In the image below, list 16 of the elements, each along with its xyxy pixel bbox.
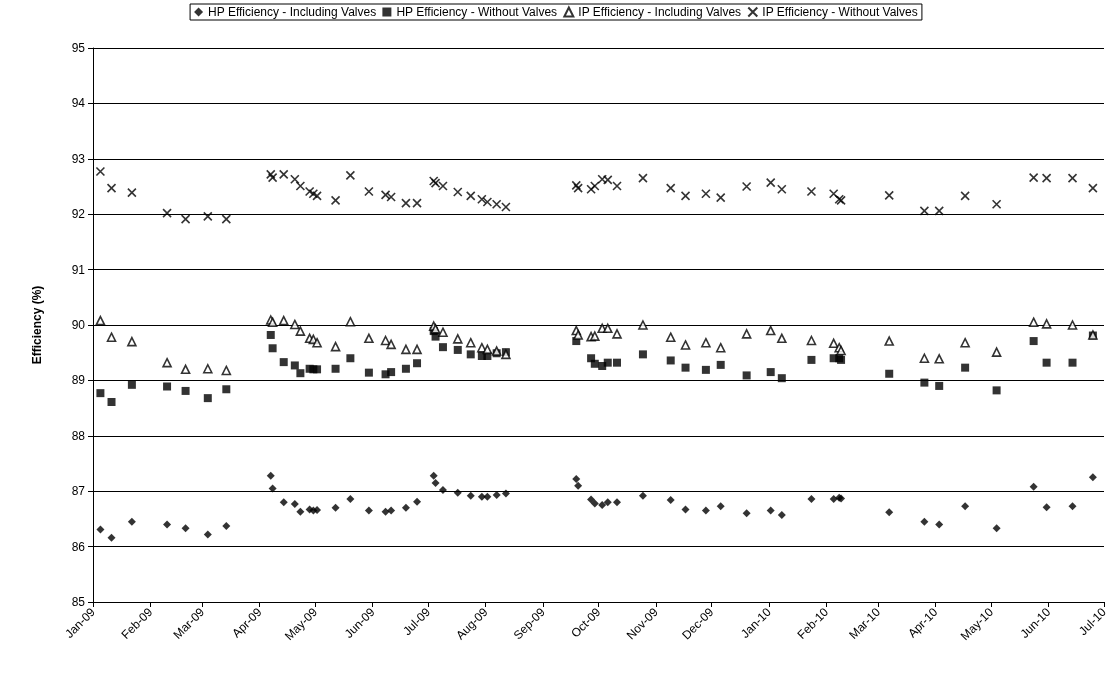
legend-label: HP Efficiency - Including Valves [208,5,377,19]
legend-label: HP Efficiency - Without Valves [396,5,558,19]
y-tick-label: 86 [71,539,86,554]
y-axis-title: Efficiency (%) [30,285,44,365]
y-tick-label: 89 [71,373,86,388]
y-tick-label: 94 [71,96,86,111]
y-tick-label: 85 [71,595,86,609]
legend-label: IP Efficiency - Including Valves [578,5,742,19]
y-tick-label: 90 [71,318,86,332]
y-tick-label: 88 [71,428,86,443]
y-tick-label: 93 [71,151,86,166]
y-tick-label: 87 [71,484,86,499]
y-tick-label: 95 [71,41,86,55]
y-tick-label: 92 [71,207,86,222]
legend-label: IP Efficiency - Without Valves [762,5,918,19]
y-tick-label: 91 [71,262,86,277]
